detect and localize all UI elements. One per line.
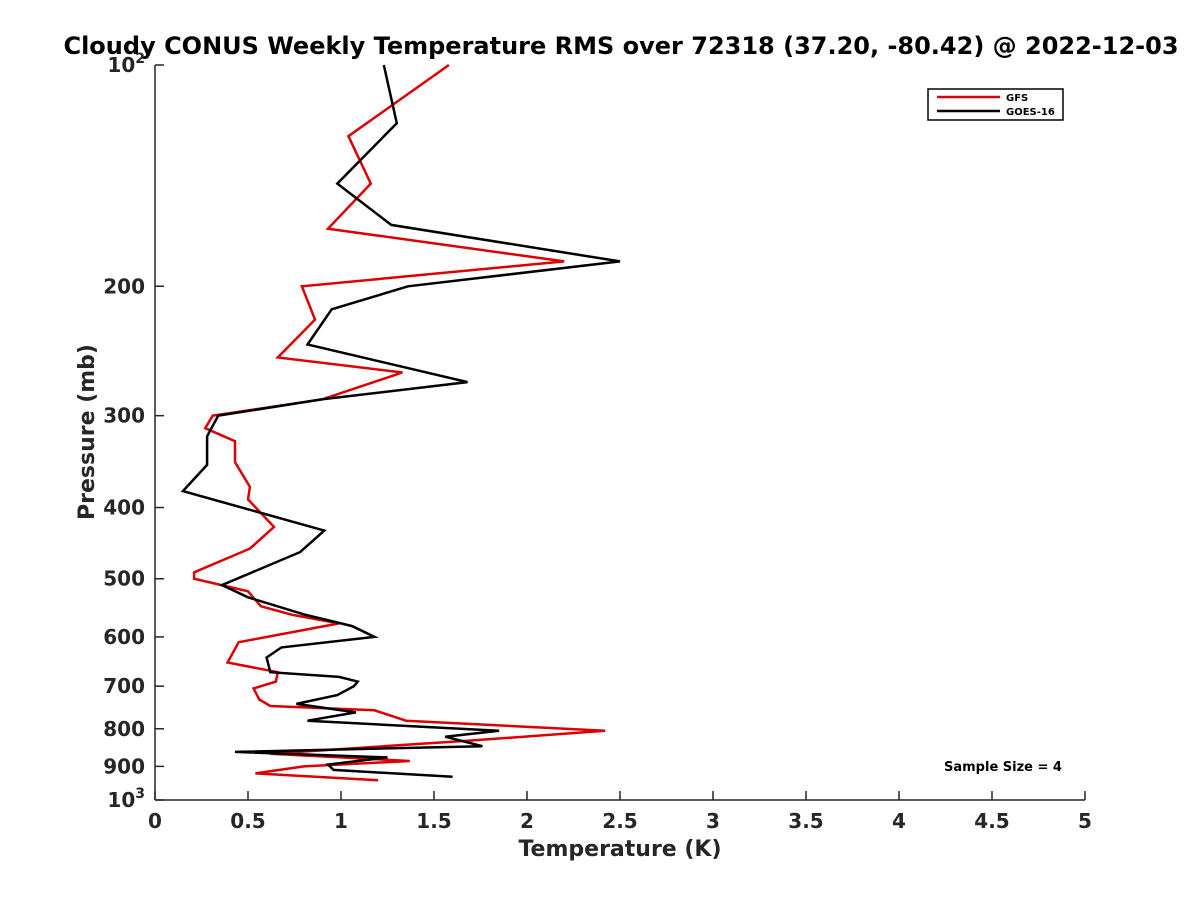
x-tick-label: 4 [892,809,906,833]
y-tick-label: 800 [103,717,145,741]
x-axis-label: Temperature (K) [518,837,721,862]
y-tick-label: 300 [103,404,145,428]
sample-size-annotation: Sample Size = 4 [944,760,1062,775]
y-tick-label: 103 [107,786,145,812]
y-tick-label: 400 [103,496,145,520]
series-line-goes-16 [180,64,621,779]
y-tick-label: 102 [107,51,145,77]
chart-title: Cloudy CONUS Weekly Temperature RMS over… [63,32,1178,60]
x-tick-label: 2.5 [602,809,637,833]
x-tick-label: 4.5 [974,809,1009,833]
x-tick-label: 5 [1078,809,1092,833]
series-group [180,63,621,782]
x-tick-label: 0 [148,809,162,833]
y-tick-label: 500 [103,567,145,591]
y-tick-label: 700 [103,674,145,698]
legend: GFS GOES-16 [927,88,1064,121]
legend-box [927,88,1064,121]
x-tick-label: 3.5 [788,809,823,833]
x-tick-label: 3 [706,809,720,833]
legend-label: GFS [1006,93,1028,104]
x-tick-label: 0.5 [230,809,265,833]
x-tick-label: 2 [520,809,534,833]
y-tick-label: 200 [103,274,145,298]
y-axis-label: Pressure (mb) [75,344,100,520]
y-tick-label: 600 [103,625,145,649]
x-axis: 0 0.5 1 1.5 2 2.5 3 3.5 4 4.5 5 [148,791,1092,833]
y-axis: 102 200 300 400 500 600 700 800 900 103 [103,51,164,812]
legend-label: GOES-16 [1006,107,1055,118]
x-tick-label: 1.5 [416,809,451,833]
series-line-gfs [192,63,606,782]
y-tick-label: 900 [103,754,145,778]
x-tick-label: 1 [334,809,348,833]
